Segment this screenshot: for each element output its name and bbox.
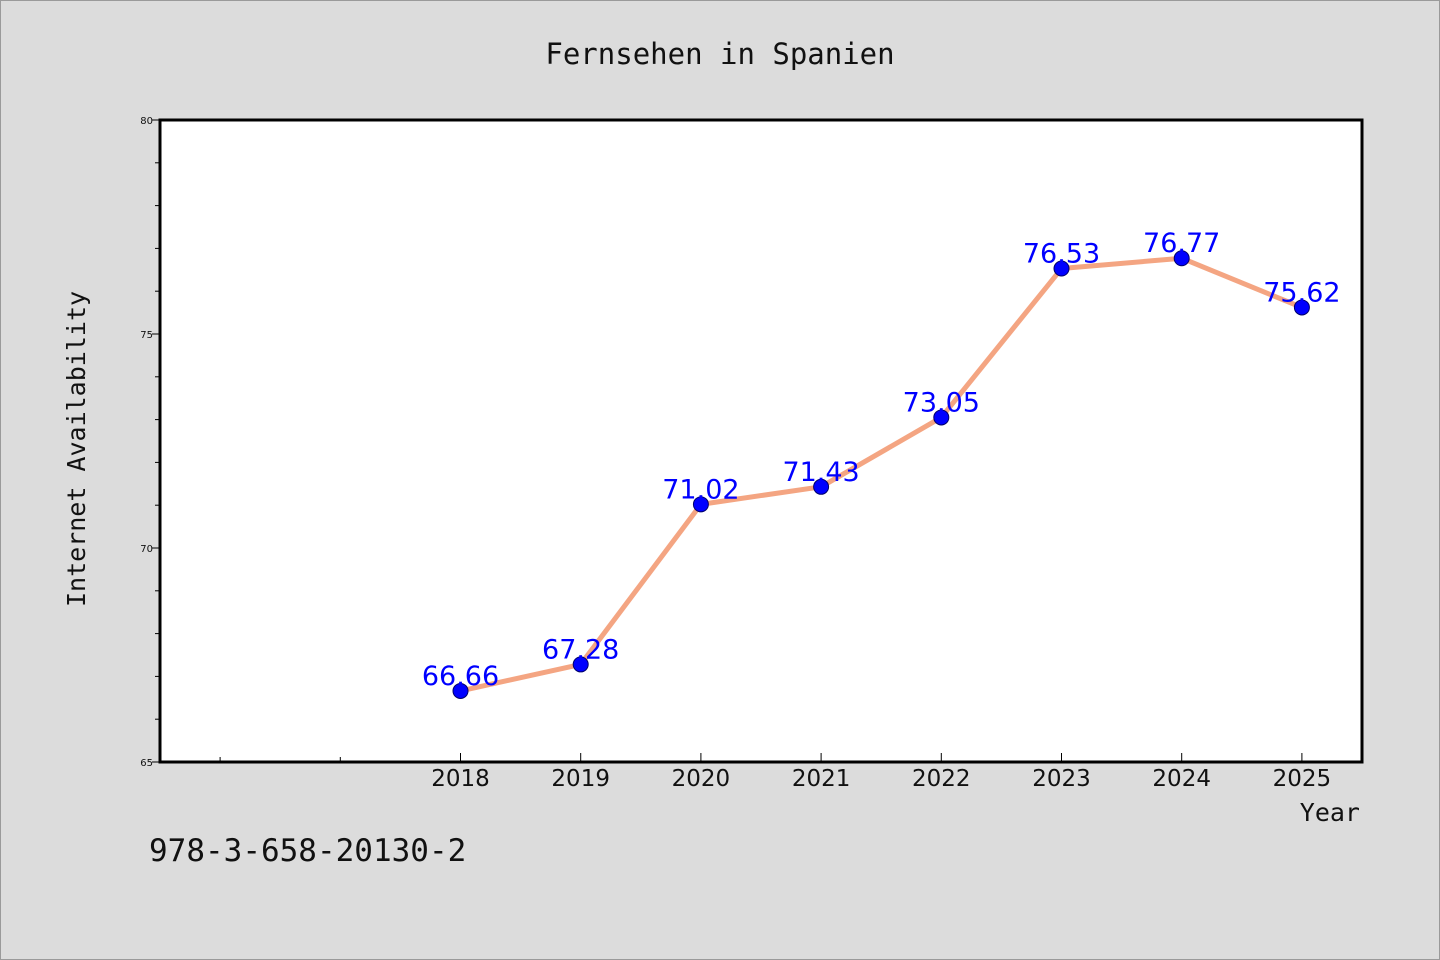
footer-code: 978-3-658-20130-2 xyxy=(149,833,467,869)
series-line xyxy=(458,255,1305,694)
x-tick-label: 2024 xyxy=(1152,766,1211,792)
data-point xyxy=(1053,260,1070,277)
y-tick-label: 65 xyxy=(140,758,153,769)
series-line-layer xyxy=(458,255,1305,694)
x-axis-label: Year xyxy=(1300,798,1360,827)
data-point xyxy=(933,409,950,426)
data-label: 75.62 xyxy=(1263,277,1340,308)
data-label: 76.53 xyxy=(1023,239,1100,270)
y-axis-label: Internet Availability xyxy=(62,291,91,607)
data-markers xyxy=(452,250,1310,699)
y-tick-label: 75 xyxy=(140,330,153,341)
data-label: 71.02 xyxy=(662,474,739,505)
x-tick-label: 2022 xyxy=(912,766,971,792)
x-tick-label: 2018 xyxy=(431,766,490,792)
y-tick-label: 80 xyxy=(140,116,153,127)
x-tick-label: 2023 xyxy=(1032,766,1091,792)
data-point xyxy=(1293,299,1310,316)
data-label: 71.43 xyxy=(782,457,859,488)
x-tick-label: 2019 xyxy=(551,766,610,792)
x-tick-label: 2021 xyxy=(792,766,851,792)
data-label: 67.28 xyxy=(542,634,619,665)
data-point xyxy=(1173,250,1190,267)
plot-frame xyxy=(158,118,1364,764)
data-point xyxy=(692,496,709,513)
data-label: 76.77 xyxy=(1143,228,1220,259)
plot-area xyxy=(160,120,1362,762)
data-point xyxy=(452,682,469,699)
data-point xyxy=(572,656,589,673)
x-tick-label: 2020 xyxy=(672,766,731,792)
data-label: 66.66 xyxy=(422,661,499,692)
data-labels: 66.66 67.28 71.02 71.43 73.05 76.53 76.77 75.62 xyxy=(422,228,1341,692)
y-tick-label: 70 xyxy=(140,544,153,555)
data-label: 73.05 xyxy=(903,387,980,418)
chart-title: Fernsehen in Spanien xyxy=(545,37,894,71)
x-tick-label: 2025 xyxy=(1273,766,1332,792)
axis-ticks: 65 70 75 80 2018 2019 2020 2021 2022 2023 2024 2025 xyxy=(140,116,1331,792)
data-point xyxy=(813,478,830,495)
